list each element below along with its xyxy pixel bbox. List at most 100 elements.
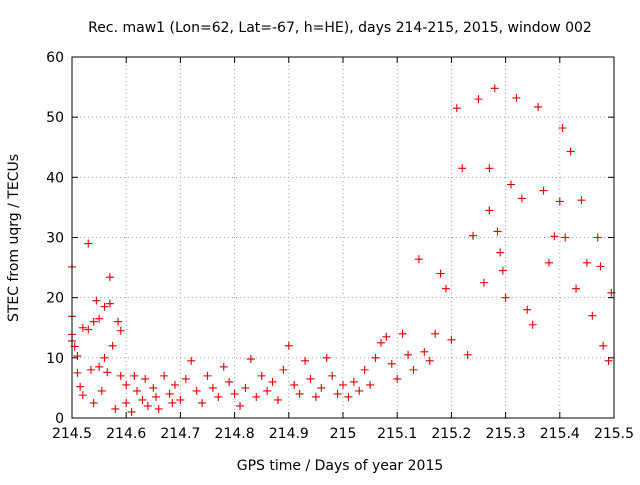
data-point (241, 383, 250, 392)
x-tick-label: 215.1 (377, 426, 417, 442)
data-point (273, 395, 282, 404)
data-point (398, 329, 407, 338)
data-point (168, 398, 177, 407)
data-point (141, 374, 150, 383)
y-tick-label: 50 (46, 110, 64, 126)
data-point (582, 258, 591, 267)
data-point (572, 284, 581, 293)
data-point (114, 317, 123, 326)
data-point (78, 323, 87, 332)
data-point (103, 368, 112, 377)
data-point (577, 196, 586, 205)
data-point (149, 383, 158, 392)
data-point (349, 377, 358, 386)
x-tick-label: 214.8 (215, 426, 255, 442)
data-point (116, 371, 125, 380)
data-point (539, 186, 548, 195)
data-point (84, 325, 93, 334)
data-point (431, 329, 440, 338)
data-point (263, 386, 272, 395)
x-tick-label: 215.5 (594, 426, 634, 442)
data-point (566, 147, 575, 156)
data-point (339, 380, 347, 389)
data-point (382, 332, 391, 341)
data-point (170, 380, 179, 389)
data-point (523, 305, 532, 314)
data-point (89, 398, 98, 407)
data-point (360, 365, 369, 374)
data-point (152, 392, 161, 401)
x-tick-label: 214.7 (160, 426, 200, 442)
data-point (203, 371, 212, 380)
data-point (214, 392, 223, 401)
x-tick-label: 215.3 (486, 426, 526, 442)
data-point (409, 365, 418, 374)
data-point (436, 269, 445, 278)
data-point (474, 95, 483, 104)
data-point (84, 239, 93, 248)
x-tick-labels: 214.5 214.6 214.7 214.8 214.9 215 215.1 215.2 21… (52, 426, 634, 442)
data-point (447, 335, 456, 344)
data-point (252, 392, 261, 401)
data-point (73, 352, 82, 361)
data-point (328, 371, 337, 380)
data-point (493, 227, 502, 236)
data-point (100, 302, 109, 311)
y-tick-label: 60 (46, 50, 64, 66)
x-tick-label: 214.6 (106, 426, 146, 442)
data-point (133, 386, 142, 395)
data-point (517, 194, 526, 203)
data-point (507, 180, 516, 189)
data-point (122, 398, 131, 407)
data-point (78, 391, 87, 400)
data-point (376, 338, 385, 347)
x-tick-label: 215.2 (431, 426, 471, 442)
data-point (143, 401, 152, 410)
x-axis-title: GPS time / Days of year 2015 (237, 458, 444, 474)
data-point (441, 284, 450, 293)
data-point (122, 380, 131, 389)
data-point (393, 374, 402, 383)
data-point (404, 350, 413, 359)
grid (72, 57, 614, 418)
data-point (485, 206, 494, 215)
data-point (154, 404, 163, 413)
data-point (479, 278, 488, 287)
data-point (111, 404, 120, 413)
data-point (485, 164, 494, 173)
data-point (534, 102, 543, 111)
data-point (317, 383, 326, 392)
chart-title: Rec. maw1 (Lon=62, Lat=-67, h=HE), days … (88, 20, 592, 36)
data-point (512, 93, 521, 102)
data-point (246, 355, 255, 364)
data-point (366, 380, 375, 389)
x-tick-label: 215.4 (540, 426, 580, 442)
y-tick-labels: 0 10 20 30 40 50 60 (46, 50, 64, 427)
data-point (295, 389, 304, 398)
data-point (284, 341, 293, 350)
y-tick-label: 30 (46, 231, 64, 247)
data-point (176, 395, 185, 404)
data-point (599, 341, 608, 350)
data-point (322, 353, 331, 362)
x-tick-label: 214.9 (269, 426, 309, 442)
data-point (181, 374, 190, 383)
data-point (458, 164, 467, 173)
data-point (452, 104, 461, 113)
data-point (414, 255, 423, 264)
data-point (138, 395, 147, 404)
data-point (97, 386, 106, 395)
data-point (236, 401, 245, 410)
data-point (355, 386, 364, 395)
data-point (92, 296, 101, 305)
data-point (279, 365, 288, 374)
data-point (105, 299, 114, 308)
data-point (73, 368, 82, 377)
data-point (165, 389, 174, 398)
data-point (596, 262, 605, 271)
data-point (425, 356, 434, 365)
data-point (544, 258, 553, 267)
y-tick-label: 40 (46, 170, 64, 186)
